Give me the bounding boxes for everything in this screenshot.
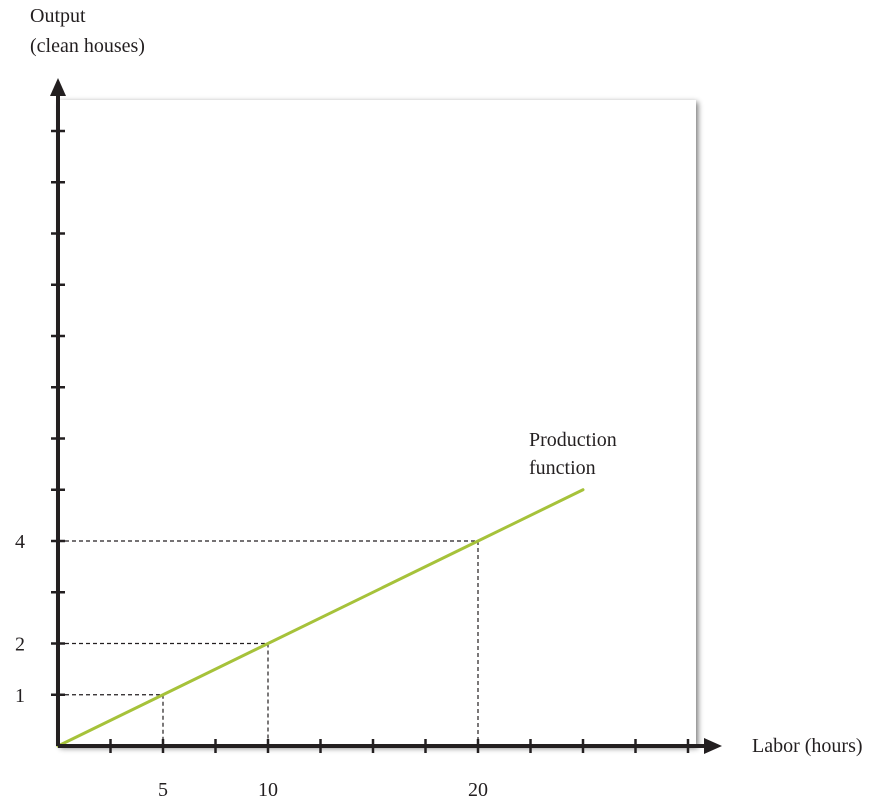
plot-panel bbox=[58, 100, 696, 746]
y-axis-title-line2: (clean houses) bbox=[30, 35, 145, 57]
axes bbox=[50, 78, 722, 754]
reference-lines bbox=[58, 540, 479, 746]
x-tick-label: 5 bbox=[158, 779, 168, 801]
x-tick-label: 20 bbox=[468, 779, 488, 801]
series-annotation-line2: function bbox=[529, 457, 596, 479]
y-tick-label: 2 bbox=[15, 634, 25, 656]
production-function-line bbox=[56, 488, 585, 748]
y-axis-arrow bbox=[50, 78, 66, 96]
x-axis-arrow bbox=[704, 738, 722, 754]
series-layer bbox=[56, 488, 585, 748]
series-annotation-line1: Production bbox=[529, 429, 617, 451]
ticks bbox=[51, 129, 690, 753]
x-axis-title: Labor (hours) bbox=[752, 735, 863, 757]
y-tick-label: 4 bbox=[15, 531, 25, 553]
x-tick-label: 10 bbox=[258, 779, 278, 801]
y-axis-title-line1: Output bbox=[30, 5, 86, 27]
y-tick-label: 1 bbox=[15, 685, 25, 707]
